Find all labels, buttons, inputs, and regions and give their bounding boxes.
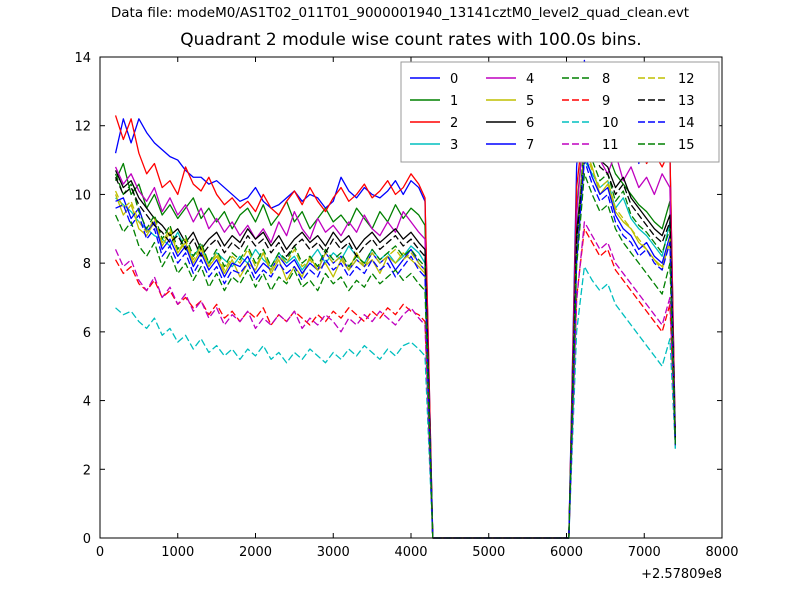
series-line-5 <box>114 145 676 539</box>
legend-label-4: 4 <box>526 72 534 87</box>
legend-label-10: 10 <box>602 116 619 131</box>
y-tick-label: 8 <box>83 257 91 272</box>
legend-entry-1[interactable]: 1 <box>410 94 458 109</box>
legend-label-7: 7 <box>526 138 534 153</box>
legend-label-8: 8 <box>602 72 610 87</box>
axis-ticks-layer: 0 1000 2000 3000 4000 5000 6000 7000 80000246810… <box>74 51 738 582</box>
series-line-4 <box>114 121 676 539</box>
series-line-6 <box>114 138 676 539</box>
y-tick-label: 0 <box>83 532 91 547</box>
series-line-14 <box>115 159 676 539</box>
x-tick-label: 1000 <box>161 545 194 560</box>
x-tick-label: 4000 <box>394 545 427 560</box>
legend-label-14: 14 <box>678 116 695 131</box>
legend-entry-5[interactable]: 5 <box>486 94 534 109</box>
legend-entry-15[interactable]: 15 <box>638 138 695 153</box>
legend-label-5: 5 <box>526 94 534 109</box>
plot-title: Quadrant 2 module wise count rates with … <box>180 30 642 50</box>
y-tick-label: 10 <box>74 188 91 203</box>
legend-label-1: 1 <box>450 94 458 109</box>
y-tick-label: 2 <box>83 463 91 478</box>
series-line-11 <box>114 221 676 539</box>
x-axis-offset-label: +2.57809e8 <box>641 567 722 582</box>
series-line-10 <box>115 265 676 539</box>
series-line-15 <box>114 173 676 539</box>
legend-label-6: 6 <box>526 116 534 131</box>
legend-entry-6[interactable]: 6 <box>486 116 534 131</box>
x-tick-label: 8000 <box>705 545 738 560</box>
x-tick-label: 7000 <box>628 545 661 560</box>
legend-entry-0[interactable]: 0 <box>410 72 458 87</box>
data-file-suptitle: Data file: modeM0/AS1T02_011T01_90000019… <box>110 5 690 21</box>
legend-label-0: 0 <box>450 72 458 87</box>
legend-entry-7[interactable]: 7 <box>486 138 534 153</box>
legend-entry-2[interactable]: 2 <box>410 116 458 131</box>
legend-entry-9[interactable]: 9 <box>562 94 610 109</box>
y-tick-label: 4 <box>83 395 91 410</box>
legend-label-9: 9 <box>602 94 610 109</box>
legend-entry-12[interactable]: 12 <box>638 72 695 87</box>
legend-entry-4[interactable]: 4 <box>486 72 534 87</box>
series-line-12 <box>114 149 676 539</box>
x-tick-label: 2000 <box>239 545 272 560</box>
series-line-13 <box>114 145 676 539</box>
legend-label-15: 15 <box>678 138 695 153</box>
series-line-3 <box>115 159 676 539</box>
x-tick-label: 6000 <box>550 545 583 560</box>
legend-entry-8[interactable]: 8 <box>562 72 610 87</box>
legend-label-2: 2 <box>450 116 458 131</box>
legend-entry-13[interactable]: 13 <box>638 94 695 109</box>
y-tick-label: 14 <box>74 51 91 66</box>
y-tick-label: 12 <box>74 120 91 135</box>
x-tick-label: 0 <box>96 545 104 560</box>
legend-entry-11[interactable]: 11 <box>562 138 619 153</box>
series-line-7 <box>115 152 676 539</box>
legend-label-12: 12 <box>678 72 695 87</box>
x-tick-label: 5000 <box>472 545 505 560</box>
x-tick-label: 3000 <box>317 545 350 560</box>
legend-label-13: 13 <box>678 94 695 109</box>
legend-entry-3[interactable]: 3 <box>410 138 458 153</box>
legend-label-11: 11 <box>602 138 619 153</box>
legend-entry-10[interactable]: 10 <box>562 116 619 131</box>
series-line-8 <box>114 138 676 539</box>
y-tick-label: 6 <box>83 326 91 341</box>
legend-box <box>400 61 720 163</box>
series-line-9 <box>114 228 676 539</box>
legend-entry-14[interactable]: 14 <box>638 116 695 131</box>
legend-label-3: 3 <box>450 138 458 153</box>
series-line-1 <box>114 125 676 539</box>
